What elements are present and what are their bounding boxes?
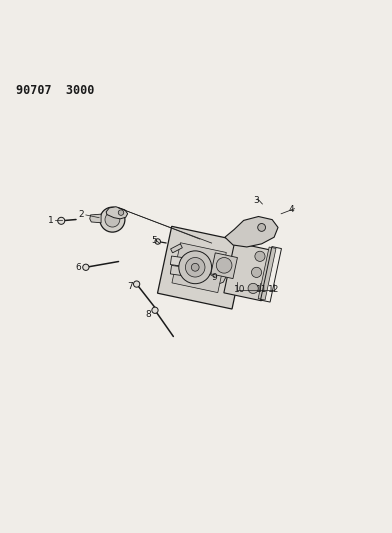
Circle shape bbox=[155, 239, 160, 244]
Circle shape bbox=[58, 217, 65, 224]
Polygon shape bbox=[225, 216, 278, 247]
Polygon shape bbox=[211, 253, 238, 279]
Polygon shape bbox=[171, 265, 205, 279]
Circle shape bbox=[100, 207, 125, 232]
Circle shape bbox=[191, 263, 199, 271]
Circle shape bbox=[248, 284, 258, 294]
Circle shape bbox=[179, 251, 212, 284]
Circle shape bbox=[185, 257, 205, 277]
Text: 1: 1 bbox=[48, 216, 54, 225]
Circle shape bbox=[251, 267, 261, 278]
Circle shape bbox=[255, 251, 265, 261]
Text: 90707  3000: 90707 3000 bbox=[16, 84, 95, 96]
Text: 4: 4 bbox=[289, 205, 294, 214]
Polygon shape bbox=[258, 247, 276, 300]
Text: 3: 3 bbox=[254, 196, 260, 205]
Circle shape bbox=[118, 210, 124, 215]
Text: 9: 9 bbox=[212, 272, 218, 281]
Polygon shape bbox=[172, 243, 226, 293]
Text: 7: 7 bbox=[127, 282, 132, 292]
Circle shape bbox=[258, 223, 265, 231]
Text: 6: 6 bbox=[75, 263, 81, 272]
Polygon shape bbox=[180, 267, 227, 287]
Polygon shape bbox=[106, 207, 128, 219]
Text: 2: 2 bbox=[78, 211, 83, 220]
Circle shape bbox=[134, 281, 140, 287]
Circle shape bbox=[83, 264, 89, 270]
Text: 10: 10 bbox=[234, 286, 245, 294]
Text: 5: 5 bbox=[151, 236, 157, 245]
Circle shape bbox=[216, 257, 232, 273]
Polygon shape bbox=[158, 227, 246, 309]
Polygon shape bbox=[224, 243, 272, 301]
Polygon shape bbox=[90, 214, 101, 223]
Text: 12: 12 bbox=[269, 286, 280, 294]
Circle shape bbox=[105, 212, 120, 227]
Polygon shape bbox=[171, 244, 182, 253]
Circle shape bbox=[152, 307, 158, 313]
Polygon shape bbox=[171, 256, 205, 269]
Text: 8: 8 bbox=[145, 310, 151, 319]
Text: 11: 11 bbox=[256, 286, 267, 294]
